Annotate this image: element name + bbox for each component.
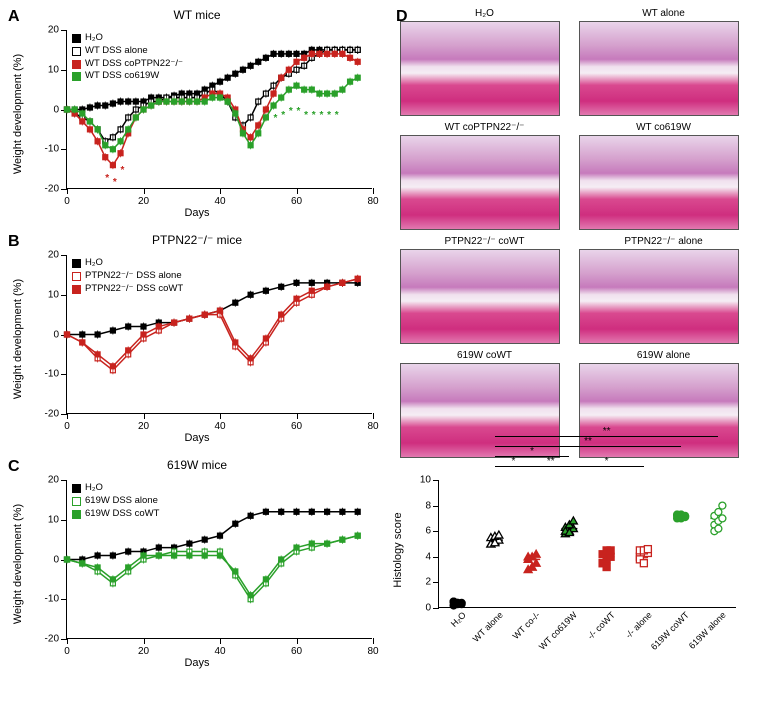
- y-axis-label: Weight development (%): [12, 278, 24, 398]
- histology-title: PTPN22⁻/⁻ coWT: [400, 236, 569, 249]
- x-axis-label: Days: [184, 657, 209, 669]
- histology-cell: PTPN22⁻/⁻ alone: [579, 236, 748, 344]
- scatter-category-label: WT co619W: [534, 607, 579, 652]
- legend-item: 619W DSS alone: [72, 495, 159, 508]
- histology-title: WT alone: [579, 8, 748, 21]
- significance-star: *: [289, 106, 293, 117]
- significance-star: *: [312, 110, 316, 121]
- significance-star: *: [297, 106, 301, 117]
- legend: H₂O619W DSS alone619W DSS coWT: [72, 482, 159, 520]
- chart-c: 619W mice-20-1001020020406080Weight deve…: [12, 456, 382, 671]
- histology-image: [579, 135, 739, 230]
- histology-cell: WT co619W: [579, 122, 748, 230]
- panel-d: D H₂OWT aloneWT coPTPN22⁻/⁻WT co619WPTPN…: [394, 6, 754, 670]
- legend-item: 619W DSS coWT: [72, 508, 159, 521]
- chart-title: PTPN22⁻/⁻ mice: [12, 231, 382, 247]
- histology-cell: H₂O: [400, 8, 569, 116]
- y-axis-label: Weight development (%): [12, 503, 24, 623]
- histology-title: 619W coWT: [400, 350, 569, 363]
- x-axis-label: Days: [184, 432, 209, 444]
- chart-a: WT mice-20-1001020020406080************W…: [12, 6, 382, 221]
- histology-title: H₂O: [400, 8, 569, 21]
- histology-image: [579, 363, 739, 458]
- histology-title: WT co619W: [579, 122, 748, 135]
- chart-title: 619W mice: [12, 456, 382, 472]
- significance-star: *: [113, 177, 117, 188]
- histology-cell: 619W coWT: [400, 350, 569, 458]
- significance-text: *: [605, 456, 609, 467]
- scatter-category-label: H₂O: [446, 607, 468, 629]
- scatter-category-label: 619W coWT: [646, 607, 691, 652]
- panel-c: C 619W mice-20-1001020020406080Weight de…: [6, 456, 386, 671]
- legend-item: H₂O: [72, 482, 159, 495]
- significance-star: *: [304, 110, 308, 121]
- panel-a: A WT mice-20-1001020020406080***********…: [6, 6, 386, 221]
- legend-item: PTPN22⁻/⁻ DSS alone: [72, 270, 183, 283]
- scatter-category-label: 619W alone: [684, 607, 728, 651]
- significance-star: *: [327, 110, 331, 121]
- histology-grid: H₂O WT alone WT coPTPN22⁻/⁻ WT co619W PTPN22…: [394, 6, 754, 460]
- histology-image: [400, 21, 560, 116]
- histology-scatter: 0246810H₂OWT aloneWT co-/-WT co619W-/- c…: [394, 470, 744, 670]
- legend-item: WT DSS co619W: [72, 70, 183, 83]
- scatter-category-label: WT co-/-: [508, 607, 542, 641]
- histology-cell: 619W alone: [579, 350, 748, 458]
- scatter-category-label: -/- coWT: [582, 607, 616, 641]
- histology-cell: WT alone: [579, 8, 748, 116]
- scatter-area: 0246810H₂OWT aloneWT co-/-WT co619W-/- c…: [438, 480, 736, 608]
- legend-item: PTPN22⁻/⁻ DSS coWT: [72, 283, 183, 296]
- histology-image: [579, 249, 739, 344]
- scatter-category-label: WT alone: [468, 607, 505, 644]
- histology-image: [400, 249, 560, 344]
- legend-item: WT DSS coPTPN22⁻/⁻: [72, 58, 183, 71]
- significance-star: *: [281, 110, 285, 121]
- histology-title: PTPN22⁻/⁻ alone: [579, 236, 748, 249]
- scatter-ylabel: Histology score: [392, 512, 404, 587]
- significance-star: *: [121, 165, 125, 176]
- panel-b: B PTPN22⁻/⁻ mice-20-1001020020406080Weig…: [6, 231, 386, 446]
- significance-text: *: [512, 456, 516, 467]
- histology-image: [579, 21, 739, 116]
- histology-cell: WT coPTPN22⁻/⁻: [400, 122, 569, 230]
- significance-text: **: [584, 436, 592, 447]
- significance-text: **: [547, 456, 555, 467]
- legend: H₂OPTPN22⁻/⁻ DSS alonePTPN22⁻/⁻ DSS coWT: [72, 257, 183, 295]
- histology-title: WT coPTPN22⁻/⁻: [400, 122, 569, 135]
- histology-image: [400, 363, 560, 458]
- y-axis-label: Weight development (%): [12, 53, 24, 173]
- significance-star: *: [274, 113, 278, 124]
- histology-cell: PTPN22⁻/⁻ coWT: [400, 236, 569, 344]
- legend-item: WT DSS alone: [72, 45, 183, 58]
- x-axis-label: Days: [184, 207, 209, 219]
- scatter-series: [439, 480, 736, 607]
- significance-text: *: [530, 446, 534, 457]
- legend: H₂OWT DSS aloneWT DSS coPTPN22⁻/⁻WT DSS …: [72, 32, 183, 83]
- histology-title: 619W alone: [579, 350, 748, 363]
- significance-star: *: [335, 110, 339, 121]
- histology-image: [400, 135, 560, 230]
- significance-star: *: [105, 173, 109, 184]
- chart-title: WT mice: [12, 6, 382, 22]
- scatter-category-label: -/- alone: [621, 607, 654, 640]
- chart-b: PTPN22⁻/⁻ mice-20-1001020020406080Weight…: [12, 231, 382, 446]
- legend-item: H₂O: [72, 257, 183, 270]
- significance-text: **: [603, 426, 611, 437]
- panel-d-letter: D: [396, 8, 408, 26]
- legend-item: H₂O: [72, 32, 183, 45]
- significance-star: *: [319, 110, 323, 121]
